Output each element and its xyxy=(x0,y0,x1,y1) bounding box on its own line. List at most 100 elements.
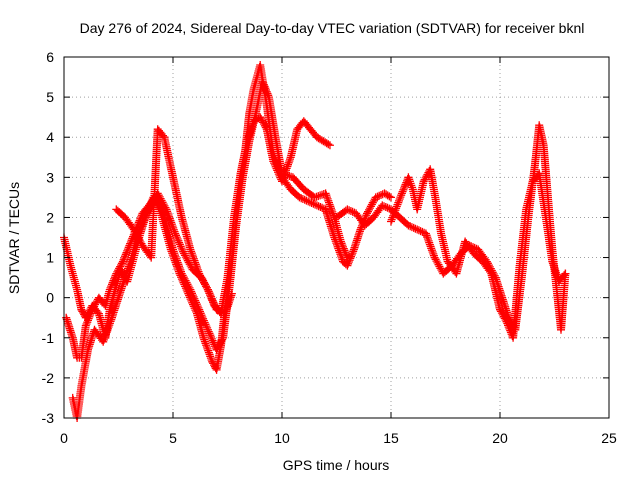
data-point-segment xyxy=(474,245,490,264)
data-point-segment xyxy=(515,207,530,270)
data-point-segment xyxy=(304,197,320,209)
data-point-segment xyxy=(258,77,273,100)
data-point-segment xyxy=(66,261,81,292)
y-tick-label: -2 xyxy=(42,370,55,386)
data-point-segment xyxy=(286,185,302,201)
data-point-segment xyxy=(363,195,379,218)
data-point-segment xyxy=(221,289,236,318)
data-point-segment xyxy=(99,315,116,346)
data-series xyxy=(387,165,570,342)
data-point-segment xyxy=(108,295,122,322)
data-point-segment xyxy=(199,333,216,364)
x-tick-label: 0 xyxy=(60,430,68,446)
data-point-segment xyxy=(121,255,135,282)
data-point-segment xyxy=(404,221,420,233)
data-point-segment xyxy=(118,243,133,266)
data-point-segment xyxy=(541,213,556,264)
data-point-segment xyxy=(271,133,286,176)
data-point-segment xyxy=(430,189,445,236)
data-point-segment xyxy=(73,353,84,362)
data-point-segment xyxy=(509,263,524,342)
data-point-segment xyxy=(330,233,347,264)
data-point-segment xyxy=(186,285,203,312)
data-point-segment xyxy=(171,229,188,256)
data-point-segment xyxy=(286,127,301,162)
data-point-segment xyxy=(212,335,227,354)
data-point-segment xyxy=(349,227,364,254)
data-point-segment xyxy=(395,213,411,229)
data-point-segment xyxy=(195,269,211,292)
data-point-segment xyxy=(295,193,311,205)
data-point-segment xyxy=(60,233,75,268)
data-point-segment xyxy=(478,257,494,276)
x-tick-labels: 0 5 10 15 20 25 xyxy=(60,430,617,446)
data-point-segment xyxy=(169,173,186,220)
data-point-segment xyxy=(339,257,350,269)
data-point-segment xyxy=(68,333,81,360)
data-series xyxy=(68,77,352,422)
data-point-segment xyxy=(256,113,270,132)
data-point-segment xyxy=(369,203,385,222)
data-point-segment xyxy=(421,229,438,260)
data-point-segment xyxy=(321,189,338,220)
data-point-segment xyxy=(179,249,196,272)
data-point-segment xyxy=(245,111,260,146)
y-tick-label: 1 xyxy=(46,250,54,266)
data-point-segment xyxy=(299,117,313,132)
data-point-segment xyxy=(81,307,96,330)
data-point-segment xyxy=(160,133,177,180)
data-series xyxy=(332,121,570,334)
y-tick-label: -3 xyxy=(42,410,55,426)
data-point-segment xyxy=(162,205,179,236)
data-point-segment xyxy=(312,133,326,145)
data-point-segment xyxy=(225,223,240,290)
data-point-segment xyxy=(203,285,220,312)
data-point-segment xyxy=(264,93,280,140)
data-point-segment xyxy=(153,125,167,140)
data-point-segment xyxy=(169,245,185,276)
data-point-segment xyxy=(121,213,137,232)
data-point-segment xyxy=(469,249,486,265)
data-point-segment xyxy=(487,269,504,312)
data-point-segment xyxy=(380,189,395,202)
data-point-segment xyxy=(105,283,120,314)
x-tick-label: 5 xyxy=(169,430,177,446)
data-series xyxy=(112,125,236,318)
data-point-segment xyxy=(262,125,277,164)
data-point-segment xyxy=(336,237,352,262)
data-point-segment xyxy=(378,201,394,213)
y-tick-label: 0 xyxy=(46,290,54,306)
data-point-segment xyxy=(522,179,537,214)
data-point-segment xyxy=(105,271,120,294)
data-point-segment xyxy=(238,139,253,182)
data-point-segment xyxy=(554,269,570,286)
y-tick-label: -1 xyxy=(42,330,55,346)
y-tick-label: 4 xyxy=(46,129,54,145)
data-point-segment xyxy=(343,205,359,217)
data-point-segment xyxy=(321,205,338,240)
data-point-segment xyxy=(319,137,334,150)
data-point-segment xyxy=(112,205,128,221)
data-point-segment xyxy=(557,269,570,334)
data-point-segment xyxy=(232,175,247,230)
data-point-segment xyxy=(539,141,552,200)
data-point-segment xyxy=(426,165,439,196)
x-axis-label: GPS time / hours xyxy=(283,457,390,473)
data-point-segment xyxy=(404,173,417,192)
x-tick-label: 10 xyxy=(274,430,290,446)
data-point-segment xyxy=(413,225,429,237)
data-point-segment xyxy=(62,313,77,340)
data-point-segment xyxy=(245,87,258,118)
data-point-segment xyxy=(177,269,194,292)
data-point-segment xyxy=(461,237,477,256)
y-axis-label: SDTVAR / TECUs xyxy=(6,182,22,294)
y-tick-label: 6 xyxy=(46,49,54,65)
data-point-segment xyxy=(413,179,428,214)
data-point-segment xyxy=(77,323,90,362)
data-point-segment xyxy=(114,275,129,302)
data-points xyxy=(60,61,570,422)
data-point-segment xyxy=(496,305,510,324)
data-point-segment xyxy=(312,201,328,213)
data-point-segment xyxy=(77,347,92,390)
